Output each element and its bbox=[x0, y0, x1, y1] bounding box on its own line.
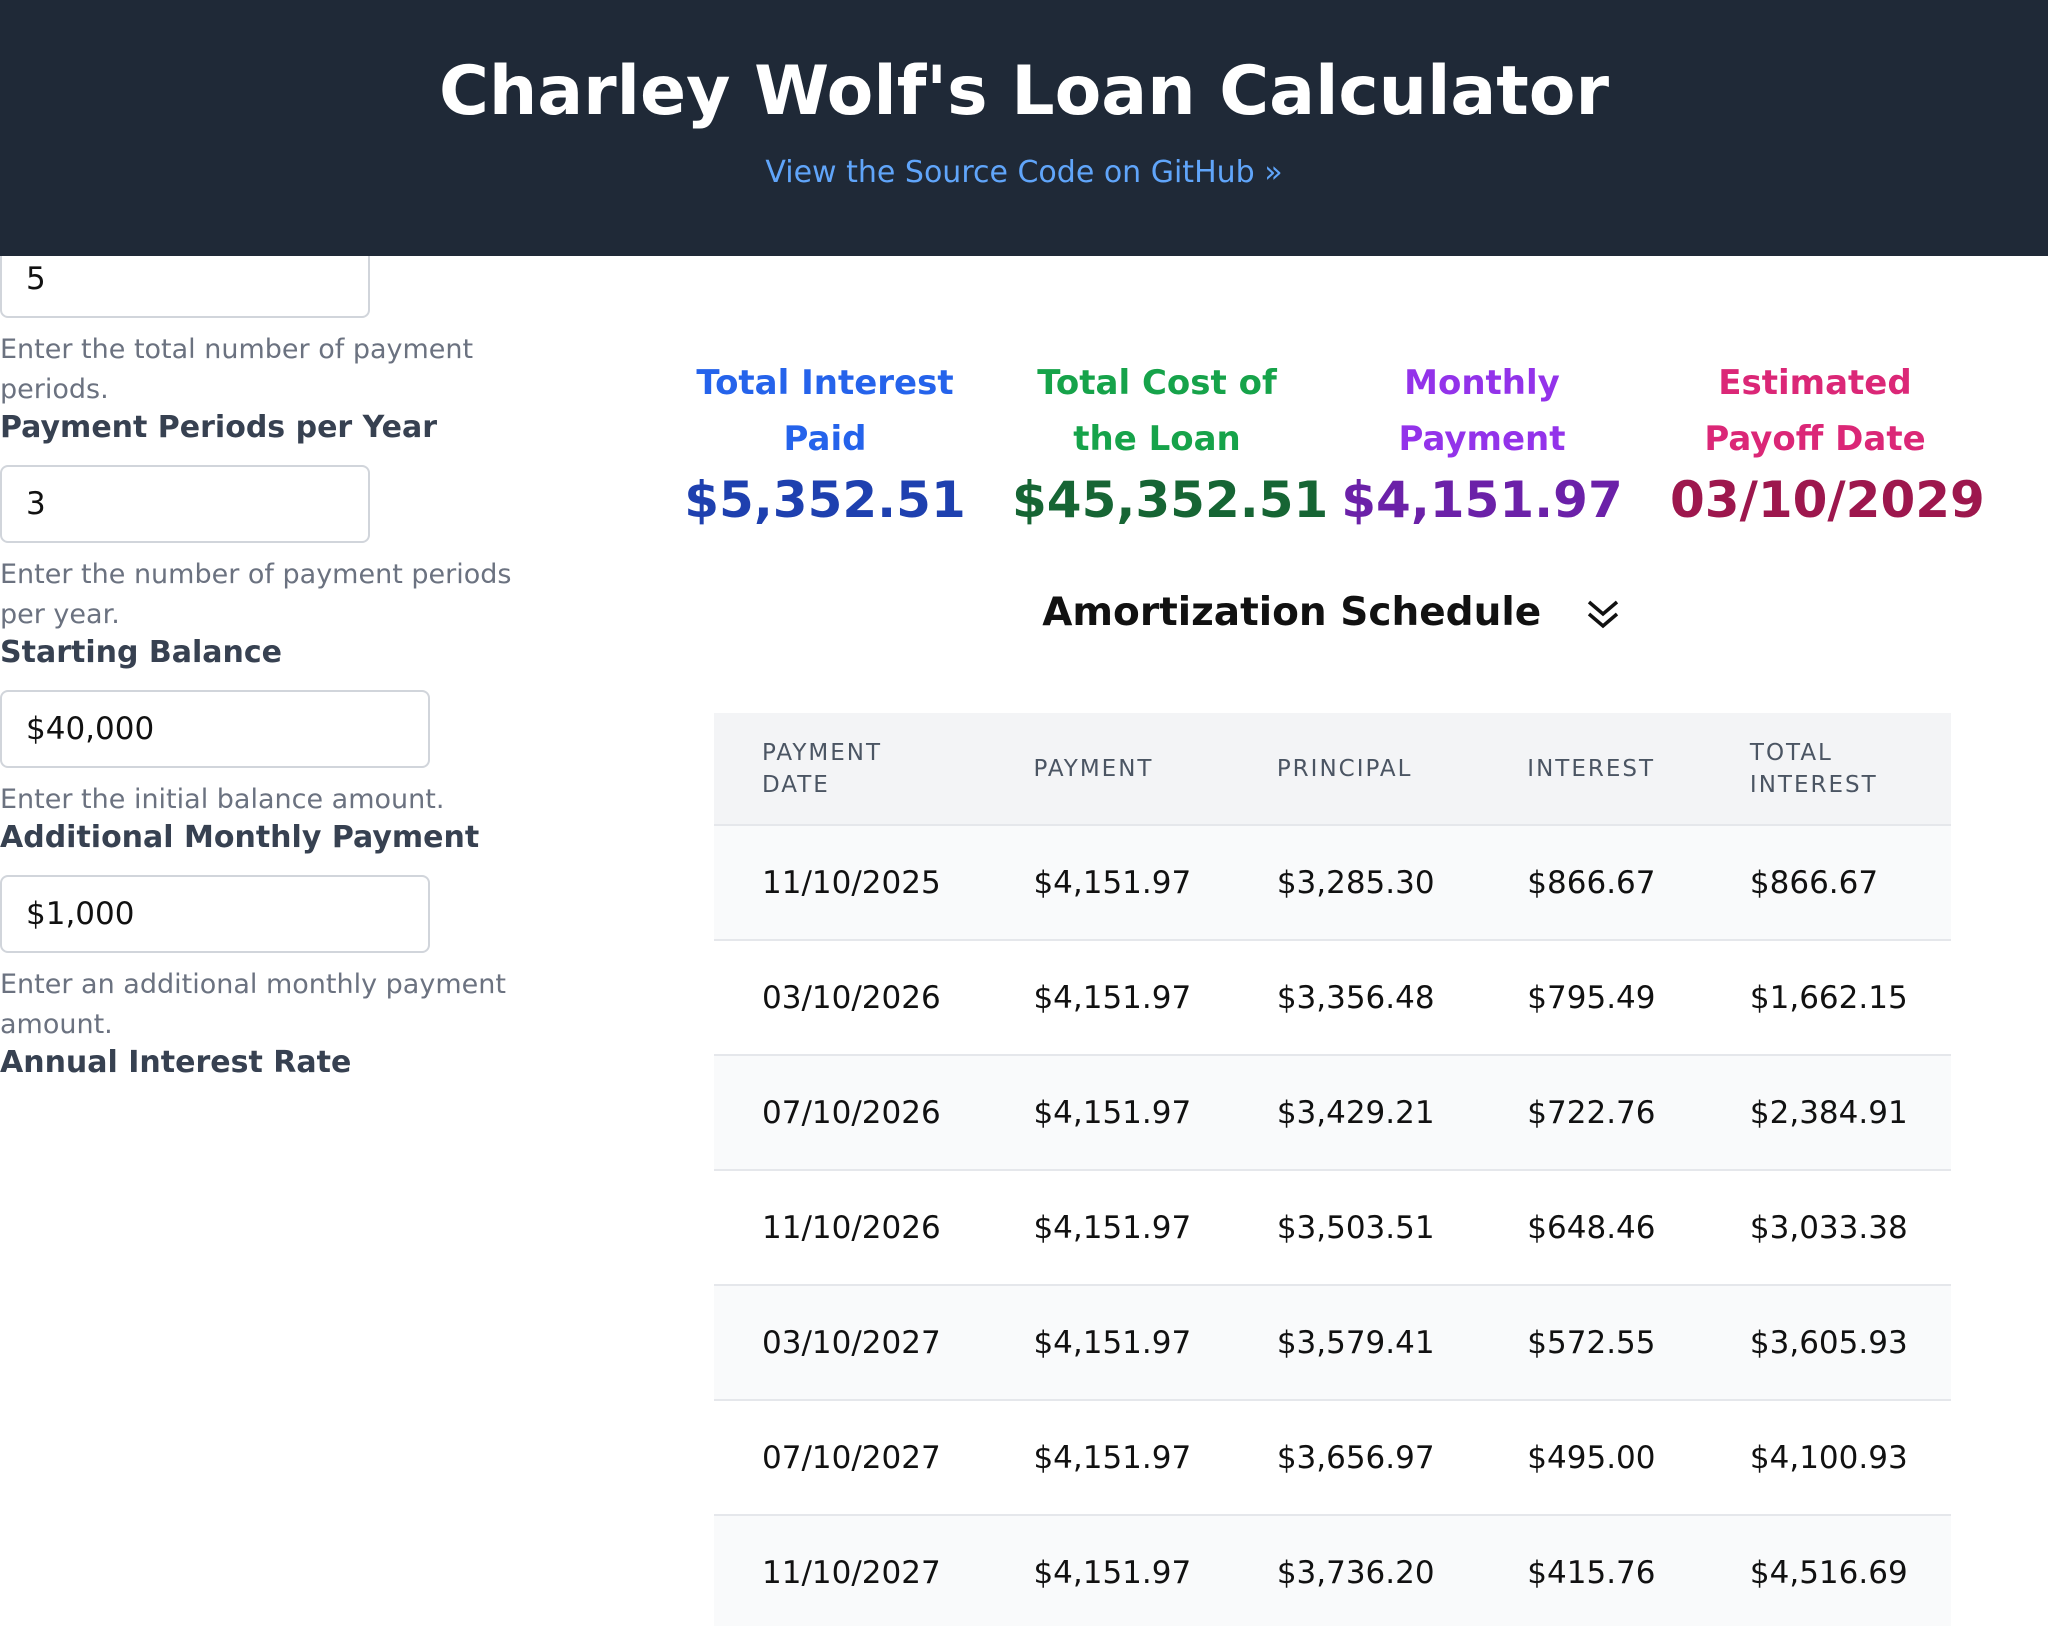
table-cell: $3,736.20 bbox=[1228, 1514, 1480, 1626]
help-text: Enter an additional monthly payment amou… bbox=[0, 969, 506, 1040]
summary-label: Monthly Payment bbox=[1398, 363, 1566, 459]
text-input[interactable]: 3 bbox=[0, 465, 370, 543]
table-cell: 11/10/2026 bbox=[714, 1169, 986, 1285]
table-row: 11/10/2026 $4,151.97 $3,503.51 $648.46 $3,03… bbox=[714, 1169, 1951, 1285]
table-cell: $3,503.51 bbox=[1228, 1169, 1480, 1285]
table-cell: $3,429.21 bbox=[1228, 1054, 1480, 1170]
column-header-text: PRINCIPAL bbox=[1276, 755, 1413, 782]
chevron-icon bbox=[1587, 600, 1618, 628]
table-cell: $4,151.97 bbox=[985, 1284, 1229, 1400]
table-cell: $4,516.69 bbox=[1701, 1514, 1951, 1626]
table-row: 11/10/2027 $4,151.97 $3,736.20 $415.76 $4,51… bbox=[714, 1514, 1951, 1626]
help-text: Enter the number of payment periods per … bbox=[0, 559, 512, 630]
table-cell: $4,151.97 bbox=[985, 939, 1229, 1055]
table-cell: $3,033.38 bbox=[1701, 1169, 1951, 1285]
table-cell: $866.67 bbox=[1701, 824, 1951, 940]
table-row: 03/10/2027 $4,151.97 $3,579.41 $572.55 $3,60… bbox=[714, 1284, 1951, 1400]
column-header: PRINCIPAL bbox=[1228, 713, 1480, 825]
table-cell: 07/10/2026 bbox=[714, 1054, 986, 1170]
table-cell: $3,285.30 bbox=[1228, 824, 1480, 940]
header-row: PAYMENT DATE PAYMENT PRINCIPAL INTEREST TOTA… bbox=[714, 713, 1951, 825]
summary-label: Estimated Payoff Date bbox=[1704, 363, 1926, 459]
table-row: 03/10/2026 $4,151.97 $3,356.48 $795.49 $1,66… bbox=[714, 939, 1951, 1055]
column-header: TOTAL INTEREST bbox=[1701, 713, 1951, 825]
summary-value: $45,352.51 bbox=[1012, 471, 1329, 529]
table-cell: $722.76 bbox=[1479, 1054, 1702, 1170]
table-cell: $866.67 bbox=[1479, 824, 1702, 940]
column-header-text: PAYMENT bbox=[1033, 755, 1154, 782]
schedule-toggle[interactable]: Amortization Schedule bbox=[714, 590, 1951, 635]
table-cell: $572.55 bbox=[1479, 1284, 1702, 1400]
table-cell: 07/10/2027 bbox=[714, 1399, 986, 1515]
form-field: Payment Periods per Year 3 Enter the numbe… bbox=[0, 410, 2048, 635]
summary-value: $5,352.51 bbox=[684, 471, 966, 529]
schedule-title: Amortization Schedule bbox=[1042, 590, 1542, 635]
table-cell: $3,356.48 bbox=[1228, 939, 1480, 1055]
help-text: Enter the initial balance amount. bbox=[0, 784, 445, 815]
form-field: Additional Monthly Payment $1,000 Enter an… bbox=[0, 820, 2048, 1045]
table-row: 07/10/2026 $4,151.97 $3,429.21 $722.76 $2,38… bbox=[714, 1054, 1951, 1170]
table-cell: $4,100.93 bbox=[1701, 1399, 1951, 1515]
column-header-text: PAYMENT DATE bbox=[762, 739, 883, 798]
page-title: Charley Wolf's Loan Calculator bbox=[438, 52, 1610, 131]
table-cell: $3,579.41 bbox=[1228, 1284, 1480, 1400]
summary-card: Total Interest Paid $5,352.51 bbox=[680, 355, 970, 529]
summary-value: $4,151.97 bbox=[1341, 471, 1623, 529]
table-cell: 03/10/2026 bbox=[714, 939, 986, 1055]
field-label: Payment Periods per Year bbox=[0, 410, 438, 445]
table-cell: $4,151.97 bbox=[985, 1399, 1229, 1515]
summary-value: 03/10/2029 bbox=[1670, 471, 1985, 529]
field-label: Additional Monthly Payment bbox=[0, 820, 480, 855]
table-cell: $2,384.91 bbox=[1701, 1054, 1951, 1170]
summary-card: Monthly Payment $4,151.97 bbox=[1337, 355, 1627, 529]
column-header: PAYMENT bbox=[985, 713, 1229, 825]
github-link[interactable]: View the Source Code on GitHub » bbox=[765, 155, 1283, 190]
header: Charley Wolf's Loan Calculator View the … bbox=[0, 0, 2048, 256]
table-cell: 03/10/2027 bbox=[714, 1284, 986, 1400]
summary-label: Total Cost of the Loan bbox=[1037, 363, 1277, 459]
field-label: Annual Interest Rate bbox=[0, 1045, 352, 1080]
table-cell: 11/10/2027 bbox=[714, 1514, 986, 1626]
table-cell: $3,605.93 bbox=[1701, 1284, 1951, 1400]
column-header-text: INTEREST bbox=[1527, 755, 1656, 782]
table-cell: $4,151.97 bbox=[985, 824, 1229, 940]
table-cell: $415.76 bbox=[1479, 1514, 1702, 1626]
table-row: 11/10/2025 $4,151.97 $3,285.30 $866.67 $866.… bbox=[714, 824, 1951, 940]
text-input[interactable]: $40,000 bbox=[0, 690, 430, 768]
summary-card: Estimated Payoff Date 03/10/2029 bbox=[1670, 355, 1985, 529]
table-cell: $4,151.97 bbox=[985, 1169, 1229, 1285]
table-cell: $4,151.97 bbox=[985, 1054, 1229, 1170]
table-cell: $495.00 bbox=[1479, 1399, 1702, 1515]
summary-card: Total Cost of the Loan $45,352.51 bbox=[1012, 355, 1329, 529]
summary-label: Total Interest Paid bbox=[696, 363, 954, 459]
table-cell: $4,151.97 bbox=[985, 1514, 1229, 1626]
table-cell: $795.49 bbox=[1479, 939, 1702, 1055]
column-header: PAYMENT DATE bbox=[714, 713, 986, 825]
link-text: View the Source Code on GitHub bbox=[765, 155, 1255, 190]
table-cell: 11/10/2025 bbox=[714, 824, 986, 940]
schedule-table: PAYMENT DATE PAYMENT PRINCIPAL INTEREST TOTA… bbox=[714, 713, 1951, 1626]
column-header-text: TOTAL INTEREST bbox=[1749, 739, 1878, 798]
form-field: Annual Interest Rate bbox=[0, 1045, 2048, 1080]
column-header: INTEREST bbox=[1479, 713, 1702, 825]
table-cell: $1,662.15 bbox=[1701, 939, 1951, 1055]
table-cell: $648.46 bbox=[1479, 1169, 1702, 1285]
form-field: Starting Balance $40,000 Enter the initial… bbox=[0, 635, 2048, 820]
field-label: Starting Balance bbox=[0, 635, 283, 670]
table-row: 07/10/2027 $4,151.97 $3,656.97 $495.00 $4,10… bbox=[714, 1399, 1951, 1515]
table-cell: $3,656.97 bbox=[1228, 1399, 1480, 1515]
help-text: Enter the total number of payment period… bbox=[0, 334, 474, 405]
text-input[interactable]: $1,000 bbox=[0, 875, 430, 953]
